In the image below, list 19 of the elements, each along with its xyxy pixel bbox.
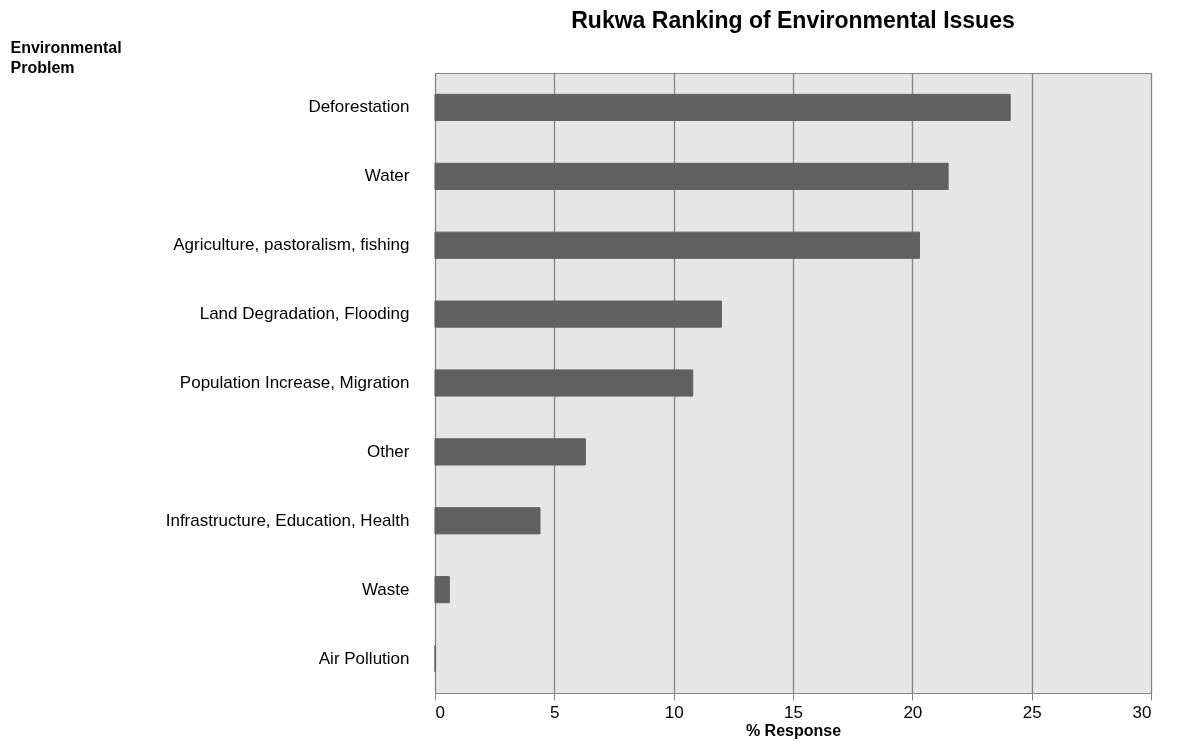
y-tick-label: Agriculture, pastoralism, fishing (173, 235, 410, 255)
y-tick-label: Other (366, 441, 410, 461)
x-tick-label: 25 (1022, 702, 1042, 722)
x-tick-label: 10 (664, 702, 684, 722)
x-tick-label: 30 (1132, 702, 1152, 722)
x-tick-label: 20 (903, 702, 923, 722)
y-tick-label: Water (364, 166, 410, 186)
y-axis-title: Environmental Problem (10, 38, 122, 76)
y-tick-label: Population Increase, Migration (179, 373, 410, 392)
x-axis-title: % Response (745, 721, 842, 739)
y-tick-label: Air Pollution (318, 648, 410, 668)
y-tick-label: Infrastructure, Education, Health (165, 510, 410, 530)
x-tick-label: 0 (435, 702, 445, 722)
x-tick-label: 5 (550, 702, 560, 722)
x-tick-label: 15 (784, 702, 803, 722)
y-tick-label: Deforestation (308, 97, 410, 117)
chart-title: Rukwa Ranking of Environmental Issues (571, 7, 1015, 33)
y-tick-label: Land Degradation, Flooding (199, 304, 410, 324)
y-tick-label: Waste (361, 579, 410, 599)
